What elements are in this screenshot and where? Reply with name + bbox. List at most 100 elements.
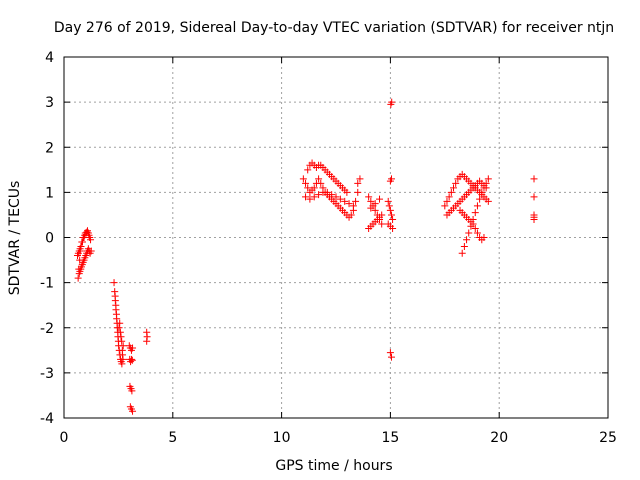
- data-point: [116, 328, 124, 336]
- data-point: [387, 211, 395, 219]
- grid-lines: [64, 57, 608, 418]
- data-point: [378, 211, 386, 219]
- data-point: [450, 184, 458, 192]
- data-point: [387, 353, 395, 361]
- x-tick-label: 10: [273, 430, 291, 446]
- data-point: [388, 98, 396, 106]
- data-point: [385, 202, 393, 210]
- y-tick-label: -3: [40, 366, 54, 382]
- data-point: [302, 193, 310, 201]
- y-tick-label: 3: [45, 95, 54, 111]
- data-point: [111, 292, 119, 300]
- data-point: [530, 193, 538, 201]
- data-point: [345, 200, 353, 208]
- data-point: [112, 301, 120, 309]
- y-axis-ticks: -4 -3 -2 -1 0 1 2 3 4: [40, 50, 608, 427]
- data-point: [356, 175, 364, 183]
- data-point: [458, 249, 466, 257]
- data-point: [389, 224, 397, 232]
- data-point: [367, 204, 375, 212]
- y-tick-label: 1: [45, 185, 54, 201]
- data-point: [118, 360, 126, 368]
- data-point: [463, 236, 471, 244]
- data-point: [315, 191, 323, 199]
- data-point: [118, 337, 126, 345]
- data-point: [119, 342, 127, 350]
- data-point: [441, 202, 449, 210]
- data-point: [343, 188, 351, 196]
- data-point: [365, 193, 373, 201]
- data-point: [384, 197, 392, 205]
- data-points: [73, 98, 538, 415]
- data-point: [471, 224, 479, 232]
- data-point: [354, 188, 362, 196]
- data-point: [128, 356, 136, 364]
- data-point: [304, 184, 312, 192]
- data-point: [143, 337, 151, 345]
- data-point: [447, 188, 455, 196]
- data-point: [367, 197, 375, 205]
- y-tick-label: 2: [45, 140, 54, 156]
- data-point: [129, 344, 137, 352]
- x-tick-label: 5: [168, 430, 177, 446]
- data-point: [323, 188, 331, 196]
- data-point: [471, 209, 479, 217]
- data-point: [302, 179, 310, 187]
- data-point: [127, 355, 135, 363]
- data-point: [299, 175, 307, 183]
- data-point: [310, 193, 318, 201]
- data-point: [530, 175, 538, 183]
- data-point: [77, 243, 85, 251]
- x-tick-label: 15: [381, 430, 399, 446]
- data-point: [473, 229, 481, 237]
- data-point: [112, 310, 120, 318]
- data-point: [341, 197, 349, 205]
- y-tick-label: -2: [40, 321, 54, 337]
- data-point: [386, 349, 394, 357]
- data-point: [443, 197, 451, 205]
- data-point: [87, 236, 95, 244]
- data-point: [310, 184, 318, 192]
- x-tick-label: 25: [599, 430, 617, 446]
- data-point: [482, 179, 490, 187]
- data-point: [371, 200, 379, 208]
- y-tick-label: -1: [40, 276, 54, 292]
- data-point: [387, 175, 395, 183]
- y-tick-label: 0: [45, 231, 54, 247]
- data-point: [78, 238, 86, 246]
- data-point: [349, 202, 357, 210]
- x-axis-label: GPS time / hours: [275, 458, 392, 474]
- data-point: [352, 197, 360, 205]
- x-tick-label: 20: [490, 430, 508, 446]
- data-point: [484, 197, 492, 205]
- data-point: [465, 229, 473, 237]
- data-point: [304, 166, 312, 174]
- data-point: [87, 247, 95, 255]
- data-point: [452, 179, 460, 187]
- data-point: [478, 188, 486, 196]
- x-tick-label: 0: [60, 430, 69, 446]
- data-point: [119, 355, 127, 363]
- data-point: [117, 333, 125, 341]
- data-point: [74, 274, 82, 282]
- x-axis-ticks: 0 5 10 15 20 25: [60, 57, 617, 446]
- data-point: [371, 206, 379, 214]
- data-point: [332, 193, 340, 201]
- data-point: [480, 234, 488, 241]
- data-point: [336, 195, 344, 203]
- data-point: [530, 215, 538, 223]
- data-point: [317, 179, 325, 187]
- data-point: [118, 346, 126, 354]
- y-axis-label: SDTVAR / TECUs: [7, 181, 23, 296]
- data-point: [110, 279, 118, 287]
- data-point: [469, 220, 477, 228]
- data-point: [386, 206, 394, 214]
- data-point: [128, 387, 136, 395]
- data-point: [376, 195, 384, 203]
- data-point: [315, 175, 323, 183]
- data-point: [445, 193, 453, 201]
- data-point: [378, 220, 386, 228]
- data-point: [484, 175, 492, 183]
- data-point: [129, 407, 137, 415]
